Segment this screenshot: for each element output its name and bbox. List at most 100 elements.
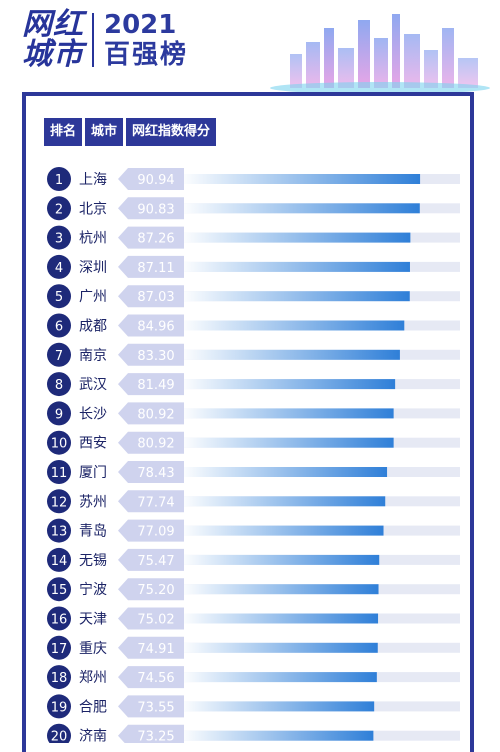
value-label-tag xyxy=(118,255,184,278)
value-label-tag xyxy=(118,373,184,396)
bar xyxy=(180,730,374,741)
col-score: 网红指数得分 xyxy=(126,118,217,146)
city-name: 苏州 xyxy=(79,494,107,510)
bar xyxy=(180,642,378,653)
rank-number: 11 xyxy=(51,466,68,481)
city-name: 宁波 xyxy=(79,581,107,598)
value-label: 77.74 xyxy=(137,495,174,510)
value-label-tag xyxy=(118,490,184,513)
city-name: 成都 xyxy=(79,319,107,335)
rank-badge xyxy=(47,372,71,397)
rank-number: 2 xyxy=(55,202,63,217)
value-label-tag xyxy=(118,548,184,571)
rank-badge xyxy=(47,606,71,631)
value-label-tag xyxy=(118,519,184,542)
city-name: 济南 xyxy=(79,729,107,743)
value-label-tag xyxy=(118,431,184,454)
bar xyxy=(180,584,379,595)
value-label-tag xyxy=(118,724,184,743)
bar xyxy=(180,701,375,712)
city-name: 青岛 xyxy=(79,524,107,540)
bar xyxy=(180,672,377,683)
rank-number: 13 xyxy=(51,525,68,540)
bar xyxy=(180,408,394,419)
logo-subtitle: 百强榜 xyxy=(104,40,189,70)
value-label: 75.02 xyxy=(137,613,174,628)
rank-number: 19 xyxy=(51,700,68,715)
city-name: 厦门 xyxy=(79,465,107,481)
value-label-tag xyxy=(118,636,184,659)
bar xyxy=(180,496,386,507)
logo: 网红城市 2021 百强榜 xyxy=(22,7,188,72)
value-label: 74.56 xyxy=(137,671,174,686)
rank-number: 7 xyxy=(55,349,63,364)
value-label-tag xyxy=(118,578,184,601)
value-label-tag xyxy=(118,285,184,308)
value-label-tag xyxy=(118,402,184,425)
value-label: 77.09 xyxy=(137,525,174,540)
value-label-tag xyxy=(118,226,184,249)
bar xyxy=(180,525,384,536)
rank-number: 4 xyxy=(55,261,63,276)
logo-title: 2021 百强榜 xyxy=(104,10,188,70)
rank-badge xyxy=(47,342,71,367)
rank-number: 5 xyxy=(55,290,63,305)
rank-badge xyxy=(47,430,71,455)
rank-number: 6 xyxy=(55,320,63,335)
rank-number: 1 xyxy=(55,173,63,188)
city-name: 无锡 xyxy=(79,553,107,569)
rank-badge xyxy=(47,723,71,743)
value-label: 83.30 xyxy=(137,349,174,364)
value-label: 84.96 xyxy=(137,320,174,335)
rank-badge xyxy=(47,489,71,514)
logo-text: 网红城市 xyxy=(22,7,84,72)
value-label-tag xyxy=(118,666,184,689)
rank-badge xyxy=(47,401,71,426)
rank-badge xyxy=(47,196,71,221)
rank-badge xyxy=(47,284,71,309)
col-city: 城市 xyxy=(85,118,124,146)
city-name: 广州 xyxy=(79,289,107,305)
rank-number: 17 xyxy=(51,642,68,657)
bar xyxy=(180,261,410,272)
value-label: 78.43 xyxy=(137,466,174,481)
col-rank: 排名 xyxy=(44,118,83,146)
city-name: 西安 xyxy=(79,436,107,452)
bar xyxy=(180,291,410,302)
bar xyxy=(180,174,421,184)
value-label: 74.91 xyxy=(137,642,174,657)
bar xyxy=(180,437,394,448)
value-label: 87.03 xyxy=(137,290,174,305)
value-label-tag xyxy=(118,461,184,483)
rank-number: 3 xyxy=(55,232,63,247)
city-name: 郑州 xyxy=(79,670,107,686)
rank-number: 16 xyxy=(51,613,68,628)
rank-badge xyxy=(47,547,71,572)
value-label-tag xyxy=(118,695,184,718)
value-label-tag xyxy=(118,343,184,366)
column-header: 排名 城市 网红指数得分 xyxy=(44,118,217,146)
bar xyxy=(180,613,379,624)
rank-badge xyxy=(47,665,71,690)
city-name: 天津 xyxy=(79,612,107,628)
bar xyxy=(180,379,396,390)
value-label: 75.47 xyxy=(137,554,174,569)
city-name: 杭州 xyxy=(79,231,107,247)
rank-number: 8 xyxy=(55,378,63,393)
bar xyxy=(180,320,405,331)
value-label-tag xyxy=(118,314,184,337)
rank-badge xyxy=(47,254,71,279)
value-label: 87.26 xyxy=(137,232,174,247)
value-label: 80.92 xyxy=(137,437,174,452)
logo-divider xyxy=(92,13,94,67)
rank-number: 15 xyxy=(51,583,68,598)
rank-badge xyxy=(47,577,71,602)
rank-badge xyxy=(47,460,71,484)
bar xyxy=(180,554,380,565)
rank-number: 20 xyxy=(51,730,68,743)
value-label: 73.55 xyxy=(137,700,174,715)
bar xyxy=(180,232,411,243)
city-name: 长沙 xyxy=(79,406,107,422)
rank-number: 10 xyxy=(51,437,68,452)
